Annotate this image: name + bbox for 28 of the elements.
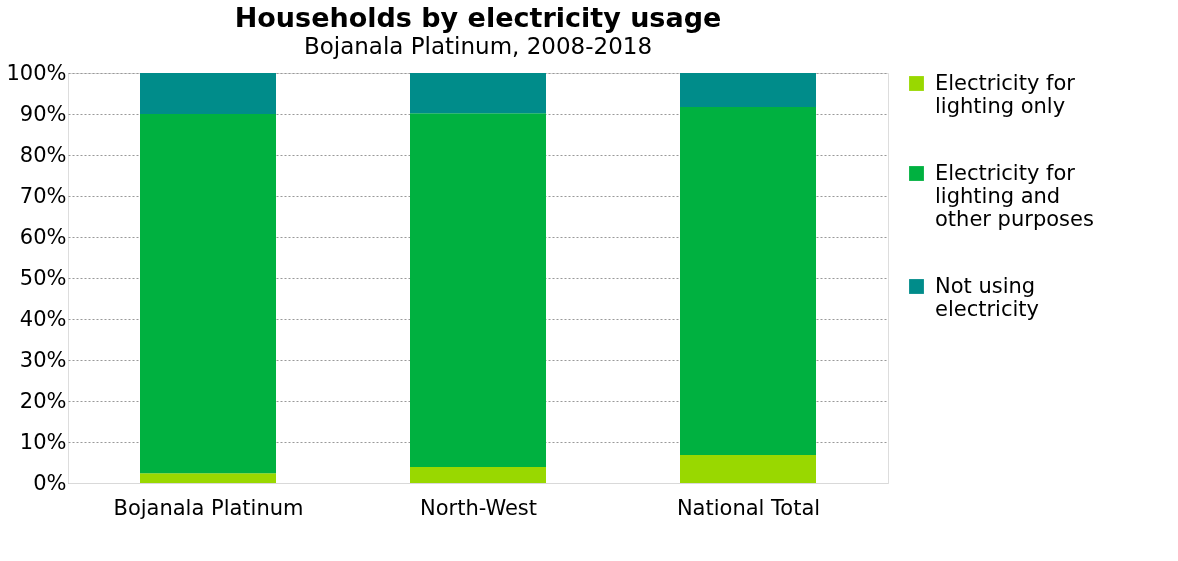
legend-label: Electricity for lighting only: [935, 70, 1076, 118]
chart-subtitle: Bojanala Platinum, 2008-2018: [303, 33, 653, 59]
y-tick-label: 30%: [19, 347, 67, 372]
y-tick-label: 50%: [19, 265, 67, 290]
bar: [680, 107, 816, 456]
y-tick-label: 100%: [6, 60, 67, 85]
bar: [140, 73, 276, 114]
legend-label: Not using electricity: [935, 273, 1039, 321]
bar: [410, 467, 546, 483]
bar: [140, 114, 276, 474]
y-tick-label: 20%: [19, 388, 67, 413]
y-tick-label: 10%: [19, 429, 67, 454]
bar: [680, 73, 816, 108]
y-tick-label: 40%: [19, 306, 67, 331]
y-tick-label: 90%: [19, 101, 67, 126]
y-tick-label: 0%: [33, 470, 67, 495]
x-tick-label: Bojanala Platinum: [113, 495, 304, 520]
y-tick-label: 70%: [19, 183, 67, 208]
chart-title: Households by electricity usage: [234, 2, 722, 33]
y-tick-label: 80%: [19, 142, 67, 167]
legend-label: Electricity for lighting and other purposes: [935, 160, 1094, 231]
bar: [680, 455, 816, 483]
bar: [410, 113, 546, 468]
x-tick-label: North-West: [419, 495, 538, 520]
bar: [410, 73, 546, 114]
y-tick-label: 60%: [19, 224, 67, 249]
bar: [140, 473, 276, 483]
x-tick-label: National Total: [676, 495, 821, 520]
